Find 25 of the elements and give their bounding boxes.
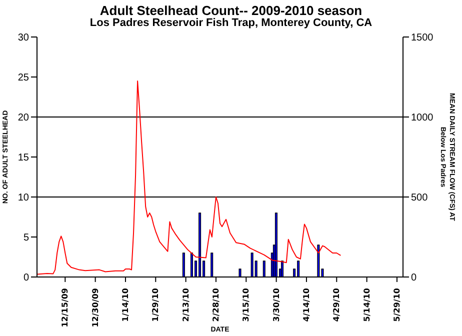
x-tick-label: 5/14/10 (362, 288, 372, 322)
y2-tick-label: 1000 (411, 112, 434, 124)
x-tick-label: 1/29/10 (151, 288, 160, 322)
x-tick-label: 2/13/10 (181, 288, 190, 322)
x-tick-label: 12/15/09 (60, 288, 70, 328)
y-tick-label: 0 (23, 272, 30, 284)
y2-tick-label: 0 (411, 272, 417, 284)
x-tick-label: 3/30/10 (272, 288, 281, 322)
x-tick-label: 12/30/09 (90, 288, 100, 328)
y-tick-label: 30 (18, 32, 30, 44)
x-tick-label: 5/29/10 (392, 288, 402, 322)
y-tick-label: 10 (18, 192, 30, 204)
chart-title: Adult Steelhead Count-- 2009-2010 season (98, 3, 364, 18)
y-tick-label: 5 (23, 232, 30, 244)
x-tick-label: 4/29/10 (332, 288, 342, 322)
y2-tick-label: 1500 (411, 32, 434, 44)
y2-tick-label: 500 (411, 192, 428, 204)
x-tick-label: 3/15/10 (242, 288, 251, 322)
x-tick-label: 2/28/10 (211, 288, 220, 322)
x-tick-label: 1/14/10 (120, 288, 130, 322)
chart-subtitle: Los Padres Reservoir Fish Trap, Monterey County, CA (88, 17, 374, 29)
y-tick-label: 15 (18, 152, 30, 164)
y-tick-label: 20 (18, 112, 30, 124)
x-tick-label: 4/14/10 (302, 288, 311, 322)
y-tick-label: 25 (18, 72, 30, 84)
